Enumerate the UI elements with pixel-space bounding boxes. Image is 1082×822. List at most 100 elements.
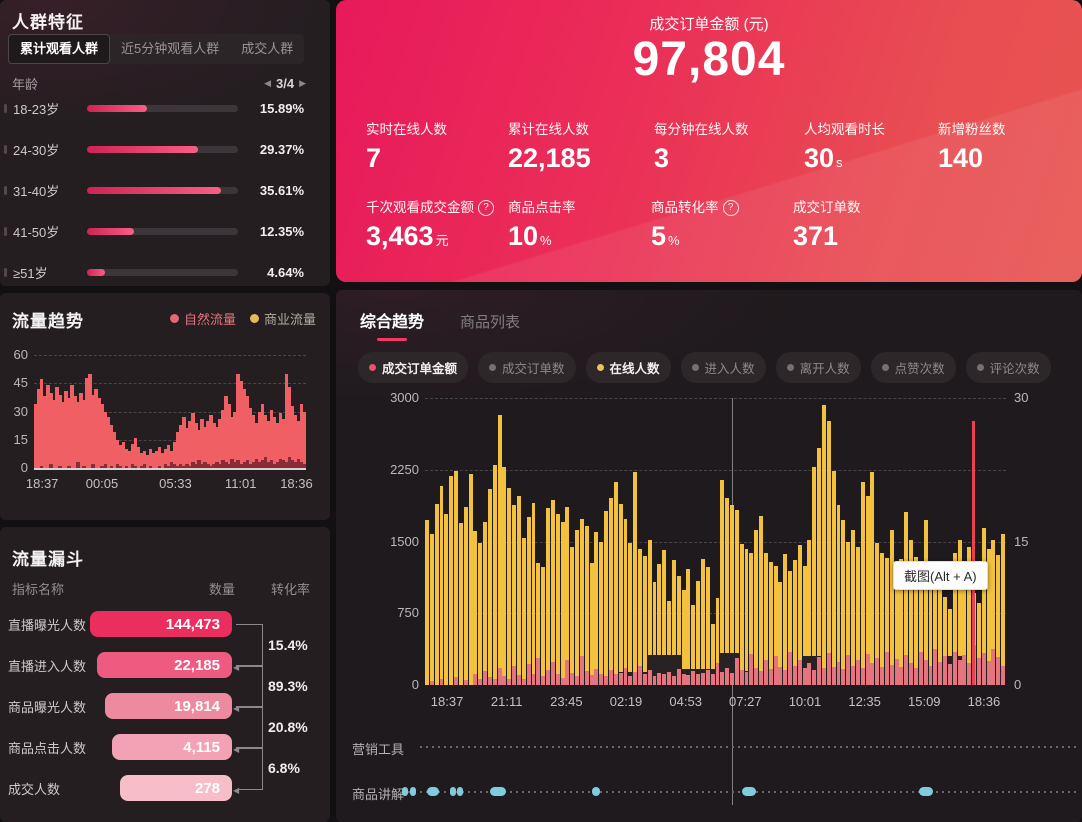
audience-tab-累计观看人群[interactable]: 累计观看人群 bbox=[8, 34, 111, 64]
big-xtick: 04:53 bbox=[669, 694, 702, 709]
product-explain-dot[interactable] bbox=[592, 787, 600, 796]
chip-label: 成交订单金额 bbox=[382, 362, 458, 376]
natural-traffic-bar bbox=[287, 387, 292, 468]
order-amount-bar bbox=[531, 673, 536, 685]
order-amount-bar bbox=[526, 663, 531, 685]
order-amount-bar bbox=[768, 668, 773, 685]
commercial-traffic-bar bbox=[166, 466, 171, 468]
age-row-percent: 35.61% bbox=[259, 183, 304, 198]
dark-block bbox=[802, 656, 822, 685]
tab-product-list[interactable]: 商品列表 bbox=[460, 314, 521, 331]
online-count-bar bbox=[589, 562, 594, 685]
online-count-bar bbox=[652, 581, 657, 685]
next-page-arrow[interactable]: ▶ bbox=[299, 78, 306, 88]
legend-dot bbox=[169, 314, 179, 323]
age-row: ≥51岁 4.64% bbox=[0, 252, 330, 286]
product-explain-dot[interactable] bbox=[742, 787, 756, 796]
page-indicator: 3/4 bbox=[276, 76, 295, 91]
order-amount-bar bbox=[899, 666, 904, 685]
prev-page-arrow[interactable]: ◀ bbox=[264, 78, 271, 88]
product-explain-dot[interactable] bbox=[427, 787, 439, 796]
online-count-bar bbox=[463, 507, 468, 685]
online-count-bar bbox=[739, 544, 744, 685]
order-amount-bar bbox=[855, 660, 860, 685]
age-row-mark bbox=[4, 145, 7, 154]
online-count-bar bbox=[512, 505, 517, 685]
legend-商业流量[interactable]: 商业流量 bbox=[249, 309, 316, 328]
funnel-bar: 278 bbox=[120, 775, 232, 801]
online-count-bar bbox=[705, 567, 710, 685]
product-explain-row: 商品讲解 bbox=[336, 784, 1082, 802]
metric-累计在线人数: 累计在线人数 22,185 bbox=[508, 118, 654, 174]
mini-gridline bbox=[34, 383, 306, 385]
natural-traffic-bar bbox=[43, 396, 47, 468]
natural-traffic-bar bbox=[254, 422, 259, 468]
product-explain-dot[interactable] bbox=[450, 787, 456, 796]
funnel-conversion-rate: 20.8% bbox=[268, 718, 308, 735]
order-amount-bar bbox=[749, 654, 754, 685]
commercial-traffic-bar bbox=[281, 460, 286, 468]
product-explain-dot[interactable] bbox=[402, 787, 408, 796]
help-icon[interactable]: ? bbox=[722, 200, 739, 216]
online-count-bar bbox=[579, 518, 584, 685]
product-explain-dot[interactable] bbox=[490, 787, 506, 796]
online-count-bar bbox=[425, 520, 429, 685]
age-row-label: 41-50岁 bbox=[13, 225, 60, 240]
chip-进入人数[interactable]: 进入人数 bbox=[680, 352, 766, 383]
commercial-traffic-bar bbox=[275, 462, 280, 468]
age-row-label: 24-30岁 bbox=[13, 143, 60, 158]
order-amount-bar bbox=[604, 676, 609, 685]
product-explain-dot[interactable] bbox=[919, 787, 933, 796]
help-icon[interactable]: ? bbox=[478, 200, 494, 216]
online-count-bar bbox=[918, 581, 923, 685]
order-amount-bar bbox=[618, 672, 623, 685]
commercial-traffic-bar bbox=[142, 464, 147, 468]
chip-在线人数[interactable]: 在线人数 bbox=[585, 352, 671, 383]
funnel-row: 商品曝光人数 19,814 bbox=[0, 693, 330, 719]
big-xtick: 07:27 bbox=[729, 694, 762, 709]
natural-traffic-bar bbox=[73, 396, 77, 468]
natural-traffic-bar bbox=[160, 452, 165, 468]
composite-trend-chart: 0 750 1500 2250 3000 0 15 30 18:37 21:11 23:45 02:1… bbox=[336, 290, 1082, 822]
natural-traffic-bar bbox=[281, 419, 286, 468]
online-count-bar bbox=[788, 571, 793, 685]
audience-tab-近5分钟观看人群[interactable]: 近5分钟观看人群 bbox=[121, 41, 220, 56]
commercial-traffic-bar bbox=[133, 466, 138, 468]
tab-composite-trend[interactable]: 综合趋势 bbox=[360, 308, 424, 341]
chip-评论次数[interactable]: 评论次数 bbox=[965, 352, 1051, 383]
age-bar-fill bbox=[87, 228, 134, 235]
natural-traffic-bar bbox=[194, 422, 198, 468]
natural-traffic-bar bbox=[176, 432, 180, 468]
chip-成交订单金额[interactable]: 成交订单金额 bbox=[358, 352, 469, 383]
online-count-bar bbox=[875, 543, 880, 685]
product-explain-dot[interactable] bbox=[410, 787, 416, 796]
order-amount-bar bbox=[734, 658, 739, 685]
legend-自然流量[interactable]: 自然流量 bbox=[169, 309, 236, 328]
order-amount-bar bbox=[928, 665, 933, 685]
natural-traffic-bar bbox=[221, 409, 225, 468]
online-count-bar bbox=[633, 471, 638, 685]
chip-点赞次数[interactable]: 点赞次数 bbox=[870, 352, 956, 383]
chip-离开人数[interactable]: 离开人数 bbox=[775, 352, 861, 383]
chip-成交订单数[interactable]: 成交订单数 bbox=[478, 352, 576, 383]
funnel-bar: 144,473 bbox=[90, 611, 232, 637]
order-amount-bar bbox=[918, 652, 923, 685]
big-ytick-left: 1500 bbox=[390, 533, 419, 549]
natural-traffic-bar bbox=[118, 445, 123, 468]
natural-traffic-bar bbox=[257, 411, 262, 468]
metric-商品点击率: 商品点击率 10% bbox=[508, 196, 651, 252]
order-amount-bar bbox=[429, 681, 434, 685]
funnel-bracket-arrow: ◀ bbox=[233, 786, 240, 795]
order-amount-bar bbox=[822, 667, 826, 685]
order-amount-bar bbox=[947, 663, 952, 685]
order-amount-bar bbox=[759, 670, 763, 685]
audience-tab-成交人群[interactable]: 成交人群 bbox=[241, 41, 294, 56]
online-count-bar bbox=[657, 564, 662, 685]
online-count-bar bbox=[914, 556, 918, 685]
online-count-bar bbox=[575, 530, 580, 685]
natural-traffic-bar bbox=[124, 449, 129, 468]
order-amount-bar bbox=[744, 671, 749, 685]
product-explain-dot[interactable] bbox=[457, 787, 463, 796]
online-count-bar bbox=[1001, 533, 1006, 685]
order-amount-bar bbox=[957, 660, 962, 685]
